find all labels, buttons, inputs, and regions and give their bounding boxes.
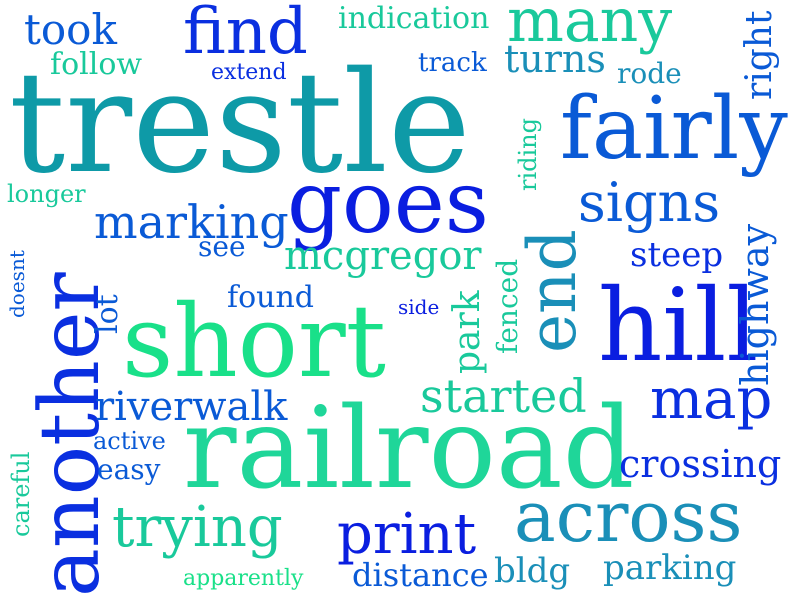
word-park: park bbox=[447, 290, 488, 374]
word-extend: extend bbox=[211, 60, 287, 85]
word-highway: highway bbox=[733, 223, 777, 386]
word-lot: lot bbox=[90, 294, 125, 334]
word-crossing: crossing bbox=[619, 442, 782, 486]
word-many: many bbox=[507, 0, 673, 56]
word-rode: rode bbox=[617, 57, 682, 90]
word-easy: easy bbox=[97, 453, 161, 486]
word-mcgregor: mcgregor bbox=[284, 233, 482, 279]
word-hill: hill bbox=[598, 267, 759, 384]
word-see: see bbox=[198, 230, 246, 263]
word-riverwalk: riverwalk bbox=[95, 384, 288, 430]
word-started: started bbox=[420, 369, 587, 423]
word-longer: longer bbox=[7, 180, 86, 208]
word-end: end bbox=[514, 229, 591, 353]
word-distance: distance bbox=[352, 556, 489, 594]
word-careful: careful bbox=[7, 451, 35, 537]
word-doesnt: doesnt bbox=[5, 250, 29, 318]
word-follow: follow bbox=[50, 47, 143, 82]
word-track: track bbox=[418, 48, 487, 78]
word-marking: marking bbox=[94, 195, 289, 249]
word-fairly: fairly bbox=[560, 79, 788, 179]
word-print: print bbox=[337, 502, 477, 567]
word-riding: riding bbox=[514, 117, 542, 191]
word-trestle: trestle bbox=[9, 42, 471, 205]
word-fenced: fenced bbox=[491, 258, 524, 354]
word-trying: trying bbox=[112, 495, 283, 560]
word-turns: turns bbox=[504, 37, 606, 81]
word-bldg: bldg bbox=[494, 551, 571, 591]
word-across: across bbox=[514, 476, 743, 558]
word-took: took bbox=[24, 5, 117, 54]
word-find: find bbox=[183, 0, 308, 69]
word-found: found bbox=[227, 280, 315, 315]
word-signs: signs bbox=[578, 171, 721, 234]
word-parking: parking bbox=[603, 548, 737, 588]
word-goes: goes bbox=[287, 153, 489, 253]
word-steep: steep bbox=[630, 235, 724, 275]
word-short: short bbox=[122, 283, 386, 400]
word-side: side bbox=[398, 295, 440, 319]
word-active: active bbox=[93, 427, 166, 455]
word-right: right bbox=[739, 10, 780, 100]
word-railroad: railroad bbox=[183, 384, 635, 514]
word-apparently: apparently bbox=[183, 566, 304, 591]
word-map: map bbox=[650, 367, 773, 432]
word-indication: indication bbox=[338, 1, 490, 36]
